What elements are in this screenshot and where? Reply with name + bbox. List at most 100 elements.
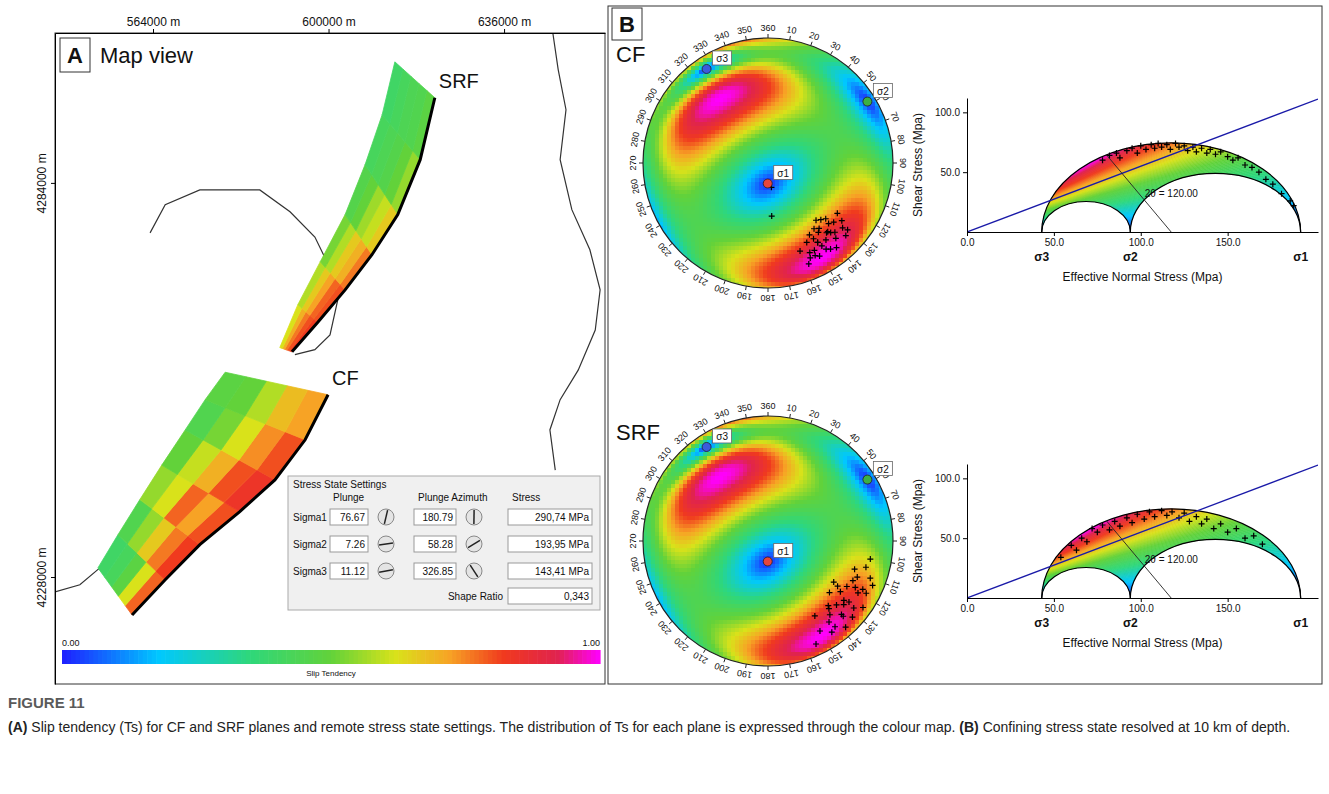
ts-cell bbox=[751, 238, 756, 243]
ts-cell bbox=[671, 178, 676, 183]
ts-cell bbox=[731, 246, 736, 251]
ts-cell bbox=[703, 58, 708, 63]
ts-cell bbox=[679, 146, 684, 151]
ts-cell bbox=[659, 214, 664, 219]
ts-cell bbox=[743, 122, 748, 127]
ts-cell bbox=[671, 190, 676, 195]
ts-cell bbox=[663, 226, 668, 231]
ts-cell bbox=[763, 198, 768, 203]
ts-cell bbox=[719, 238, 724, 243]
ts-cell bbox=[695, 146, 700, 151]
panel-b: B360102030405060708090100110120130140150… bbox=[608, 6, 1322, 684]
ts-cell bbox=[711, 150, 716, 155]
ts-cell bbox=[743, 82, 748, 87]
ts-cell bbox=[751, 214, 756, 219]
ts-cell bbox=[679, 150, 684, 155]
ts-cell bbox=[747, 78, 752, 83]
colorbar-swatch bbox=[170, 650, 175, 664]
colorbar-swatch bbox=[134, 650, 139, 664]
ts-cell bbox=[703, 210, 708, 215]
ts-cell bbox=[759, 102, 764, 107]
ts-cell bbox=[735, 214, 740, 219]
ts-cell bbox=[711, 102, 716, 107]
ts-cell bbox=[751, 274, 756, 279]
ts-cell bbox=[751, 230, 756, 235]
ts-cell bbox=[759, 198, 764, 203]
ts-cell bbox=[703, 142, 708, 147]
ts-cell bbox=[675, 214, 680, 219]
ts-cell bbox=[755, 206, 760, 211]
ts-cell bbox=[751, 258, 756, 263]
ts-cell bbox=[703, 230, 708, 235]
column-head: Plunge bbox=[333, 492, 365, 503]
ts-cell bbox=[687, 74, 692, 79]
ts-cell bbox=[743, 222, 748, 227]
ts-cell bbox=[695, 90, 700, 95]
ts-cell bbox=[723, 186, 728, 191]
ts-cell bbox=[735, 98, 740, 103]
ts-cell bbox=[687, 194, 692, 199]
ts-cell bbox=[707, 138, 712, 143]
colorbar-swatch bbox=[537, 650, 542, 664]
value-text: 58.28 bbox=[428, 539, 453, 550]
ts-cell bbox=[735, 146, 740, 151]
ts-cell bbox=[703, 170, 708, 175]
ts-cell bbox=[763, 82, 768, 87]
ts-cell bbox=[747, 98, 752, 103]
ts-cell bbox=[755, 110, 760, 115]
value-text: 180.79 bbox=[422, 512, 453, 523]
ts-cell bbox=[671, 90, 676, 95]
ts-cell bbox=[715, 262, 720, 267]
ts-cell bbox=[743, 158, 748, 163]
ts-cell bbox=[747, 170, 752, 175]
colorbar-swatch bbox=[466, 650, 471, 664]
ts-cell bbox=[771, 198, 776, 203]
colorbar-swatch bbox=[120, 650, 125, 664]
ts-cell bbox=[647, 170, 652, 175]
colorbar-swatch bbox=[66, 650, 71, 664]
colorbar-swatch bbox=[286, 650, 291, 664]
ts-cell bbox=[707, 186, 712, 191]
colorbar-swatch bbox=[188, 650, 193, 664]
ts-cell bbox=[763, 110, 768, 115]
ts-cell bbox=[739, 250, 744, 255]
ts-cell bbox=[715, 66, 720, 71]
ts-cell bbox=[711, 246, 716, 251]
ts-cell bbox=[687, 130, 692, 135]
ts-cell bbox=[691, 106, 696, 111]
ts-cell bbox=[707, 258, 712, 263]
ts-cell bbox=[699, 110, 704, 115]
ts-cell bbox=[687, 174, 692, 179]
value-text: 193,95 MPa bbox=[535, 539, 589, 550]
panel-letter: B bbox=[619, 12, 635, 37]
ts-cell bbox=[655, 194, 660, 199]
ts-cell bbox=[771, 66, 776, 71]
ts-cell bbox=[743, 66, 748, 71]
ts-cell bbox=[747, 142, 752, 147]
ts-cell bbox=[715, 246, 720, 251]
ts-cell bbox=[679, 86, 684, 91]
ts-cell bbox=[763, 238, 768, 243]
ts-cell bbox=[651, 146, 656, 151]
colorbar-swatch bbox=[362, 650, 367, 664]
ts-cell bbox=[687, 162, 692, 167]
ts-cell bbox=[667, 198, 672, 203]
ts-cell bbox=[731, 190, 736, 195]
ts-cell bbox=[731, 234, 736, 239]
ts-cell bbox=[699, 206, 704, 211]
ts-cell bbox=[727, 106, 732, 111]
ts-cell bbox=[675, 238, 680, 243]
ts-cell bbox=[751, 146, 756, 151]
ts-cell bbox=[711, 250, 716, 255]
ts-cell bbox=[743, 142, 748, 147]
ts-cell bbox=[655, 198, 660, 203]
ts-cell bbox=[723, 198, 728, 203]
ts-cell bbox=[659, 158, 664, 163]
ts-cell bbox=[671, 206, 676, 211]
ts-cell bbox=[695, 74, 700, 79]
ts-cell bbox=[735, 74, 740, 79]
colorbar-swatch bbox=[385, 650, 390, 664]
ts-cell bbox=[691, 174, 696, 179]
ts-cell bbox=[747, 210, 752, 215]
ts-cell bbox=[771, 54, 776, 59]
